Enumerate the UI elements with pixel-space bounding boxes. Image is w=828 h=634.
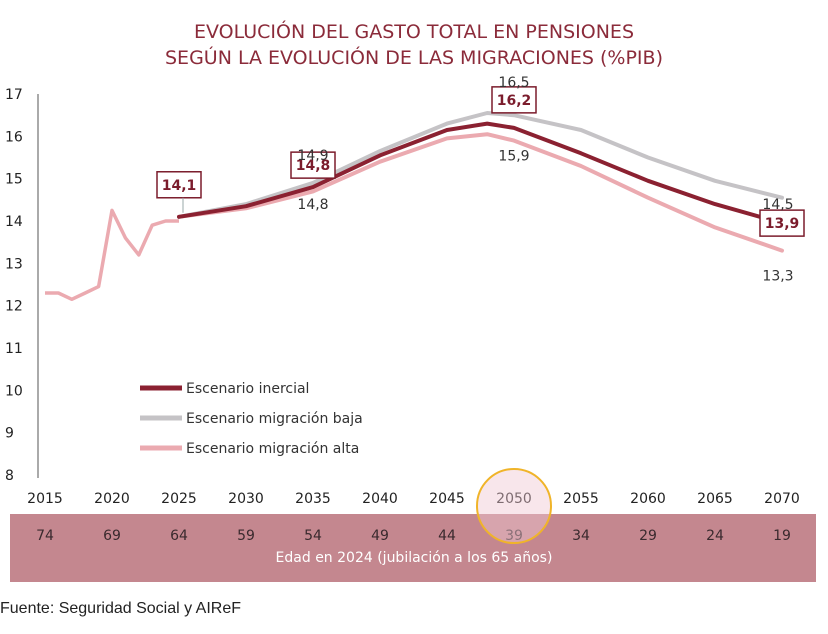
value-label: 13,3 xyxy=(762,269,793,285)
y-tick-label: 14 xyxy=(5,214,23,230)
x-tick-label: 2050 xyxy=(496,491,532,507)
chart-title: EVOLUCIÓN DEL GASTO TOTAL EN PENSIONESSE… xyxy=(165,19,663,69)
value-box-label: 14,8 xyxy=(296,158,331,174)
value-box xyxy=(290,151,336,179)
y-tick-label: 9 xyxy=(5,426,14,442)
y-tick-label: 11 xyxy=(5,341,23,357)
x-tick-label: 2070 xyxy=(764,491,800,507)
value-label: 14,8 xyxy=(297,197,328,213)
x-tick-label: 2060 xyxy=(630,491,666,507)
x-tick-label: 2035 xyxy=(295,491,331,507)
age-value: 59 xyxy=(237,528,255,544)
axes: 8 9 10 11 12 13 14 15 16 17 2015 2020 2025 2030 2035 20… xyxy=(5,87,800,507)
age-value: 44 xyxy=(438,528,456,544)
y-tick-label: 12 xyxy=(5,299,23,315)
series-lines xyxy=(45,111,784,302)
y-tick-label: 16 xyxy=(5,129,23,145)
age-value: 29 xyxy=(639,528,657,544)
value-box-label: 13,9 xyxy=(765,216,800,232)
x-tick-label: 2055 xyxy=(563,491,599,507)
age-value: 49 xyxy=(371,528,389,544)
x-tick-label: 2065 xyxy=(697,491,733,507)
chart-title-line: SEGÚN LA EVOLUCIÓN DE LAS MIGRACIONES (%… xyxy=(165,45,663,69)
x-tick-label: 2040 xyxy=(362,491,398,507)
chart-title-line: EVOLUCIÓN DEL GASTO TOTAL EN PENSIONES xyxy=(194,19,634,43)
y-tick-label: 15 xyxy=(5,172,23,188)
legend-label: Escenario migración alta xyxy=(186,441,359,457)
age-value: 54 xyxy=(304,528,322,544)
y-tick-label: 8 xyxy=(5,468,14,484)
legend: Escenario inercial Escenario migración ba… xyxy=(140,381,363,457)
value-box-label: 16,2 xyxy=(497,93,532,109)
value-box xyxy=(491,86,537,114)
x-tick-label: 2025 xyxy=(161,491,197,507)
value-box xyxy=(759,209,805,237)
value-label: 15,9 xyxy=(498,149,529,165)
age-value: 69 xyxy=(103,528,121,544)
x-tick-label: 2045 xyxy=(429,491,465,507)
series-line-1 xyxy=(177,111,784,219)
history-line xyxy=(45,208,179,302)
highlight-2050-circle xyxy=(476,468,552,544)
age-band-background xyxy=(10,514,816,582)
series-line-2 xyxy=(177,132,784,253)
value-label: 14,5 xyxy=(762,197,793,213)
y-tick-label: 10 xyxy=(5,383,23,399)
age-value: 24 xyxy=(706,528,724,544)
annotations: 14,114,816,213,914,914,816,515,914,513,3 xyxy=(156,75,805,285)
age-value: 34 xyxy=(572,528,590,544)
age-value: 39 xyxy=(505,528,523,544)
age-value: 19 xyxy=(773,528,791,544)
source-note: Fuente: Seguridad Social y AIReF xyxy=(0,600,242,617)
y-tick-label: 13 xyxy=(5,256,23,272)
series-line-0 xyxy=(177,121,784,226)
value-label: 16,5 xyxy=(498,75,529,91)
value-label: 14,9 xyxy=(297,148,328,164)
legend-label: Escenario migración baja xyxy=(186,411,363,427)
value-box xyxy=(156,171,202,199)
age-band: 74 69 64 59 54 49 44 39 34 29 24 19 Edad en 2024 (ju… xyxy=(10,468,816,582)
value-box-label: 14,1 xyxy=(162,178,197,194)
x-tick-label: 2015 xyxy=(27,491,63,507)
age-value: 74 xyxy=(36,528,54,544)
legend-label: Escenario inercial xyxy=(186,381,309,397)
age-band-label: Edad en 2024 (jubilación a los 65 años) xyxy=(276,550,553,566)
x-tick-label: 2020 xyxy=(94,491,130,507)
y-tick-label: 17 xyxy=(5,87,23,103)
x-tick-label: 2030 xyxy=(228,491,264,507)
age-value: 64 xyxy=(170,528,188,544)
